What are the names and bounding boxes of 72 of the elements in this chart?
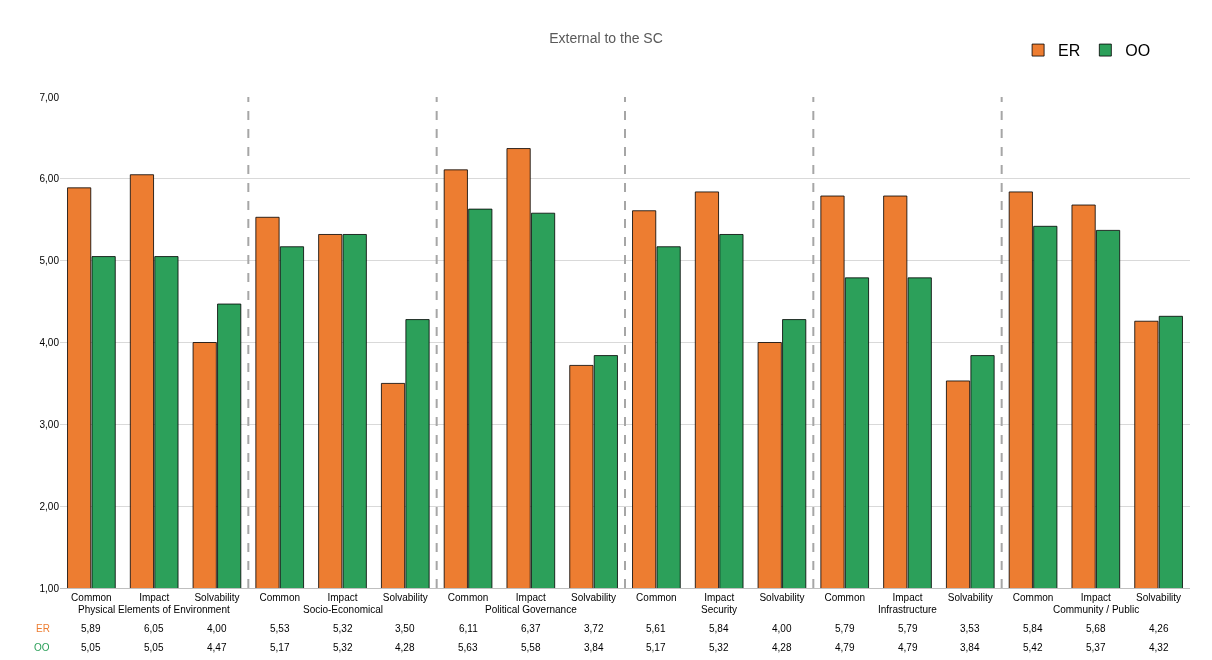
x-tick-label: Common (447, 592, 489, 603)
data-label: 4,32 (1149, 642, 1169, 653)
y-tick-label: 1,00 (39, 582, 60, 594)
text: ER (36, 623, 50, 634)
y-tick-label: 2,00 (39, 500, 60, 512)
x-tick-label: Common (824, 592, 866, 603)
text: OO (34, 642, 50, 653)
text: Socio-Economical (303, 604, 384, 615)
y-tick-label: 6,00 (39, 173, 60, 185)
data-label: 5,79 (898, 623, 918, 634)
data-label: 4,28 (772, 642, 792, 653)
x-tick-label: Solvability (759, 592, 805, 603)
data-label: 4,79 (835, 642, 855, 653)
chart-title: External to the SC (549, 29, 663, 46)
data-label: 6,11 (459, 623, 479, 634)
y-tick-label: 7,00 (39, 91, 60, 103)
data-label: 3,50 (395, 623, 415, 634)
data-label: 4,00 (207, 623, 227, 634)
text: Political Governance (485, 604, 578, 615)
data-label: 3,84 (960, 642, 980, 653)
data-label: 4,00 (772, 623, 792, 634)
data-label: 3,53 (960, 623, 980, 634)
data-label: 4,47 (207, 642, 227, 653)
legend-label: ER (1058, 42, 1081, 60)
data-label: 3,72 (584, 623, 604, 634)
data-label: 5,53 (270, 623, 290, 634)
x-tick-label: Solvability (382, 592, 428, 603)
x-tick-label: Solvability (947, 592, 993, 603)
data-label: 3,84 (584, 642, 604, 653)
text: Security (701, 604, 738, 615)
legend-label: OO (1125, 42, 1151, 60)
data-label: 6,05 (144, 623, 164, 634)
data-label: 5,37 (1086, 642, 1106, 653)
x-tick-label: Solvability (571, 592, 617, 603)
data-label: 6,37 (521, 623, 541, 634)
x-tick-label: Impact (1080, 592, 1112, 603)
data-label: 5,32 (709, 642, 729, 653)
data-label: 5,68 (1086, 623, 1106, 634)
data-label: 4,26 (1149, 623, 1169, 634)
y-tick-label: 4,00 (39, 337, 60, 348)
data-label: 5,32 (333, 623, 353, 634)
x-tick-label: Impact (704, 592, 735, 603)
data-label: 5,58 (521, 642, 541, 653)
x-tick-label: Common (71, 592, 112, 603)
data-label: 5,42 (1023, 642, 1043, 653)
data-label: 4,28 (395, 642, 415, 653)
data-label: 5,61 (646, 623, 666, 634)
x-tick-label: Impact (327, 592, 358, 603)
data-label: 5,84 (1023, 623, 1043, 634)
data-label: 4,79 (898, 642, 918, 653)
data-label: 5,79 (835, 623, 855, 634)
data-label: 5,05 (81, 642, 101, 653)
x-tick-label: Impact (892, 592, 923, 603)
x-tick-label: Common (1012, 592, 1054, 603)
text: Infrastructure (878, 604, 938, 615)
x-tick-label: Solvability (194, 592, 240, 603)
x-tick-label: Common (636, 592, 677, 603)
x-tick-label: Impact (515, 592, 547, 603)
x-tick-label: Impact (139, 592, 170, 603)
data-label: 5,17 (270, 642, 290, 653)
data-label: 5,63 (458, 642, 478, 653)
data-label: 5,32 (333, 642, 353, 653)
data-label: 5,17 (646, 642, 666, 653)
text: Community / Public (1053, 604, 1140, 615)
x-tick-label: Common (259, 592, 301, 603)
text: Physical Elements of Environment (78, 604, 230, 615)
data-label: 5,05 (144, 642, 164, 653)
data-label: 5,89 (81, 623, 101, 634)
data-label: 5,84 (709, 623, 729, 634)
y-tick-label: 5,00 (39, 255, 60, 267)
x-tick-label: Solvability (1136, 592, 1182, 603)
y-tick-label: 3,00 (39, 418, 60, 430)
